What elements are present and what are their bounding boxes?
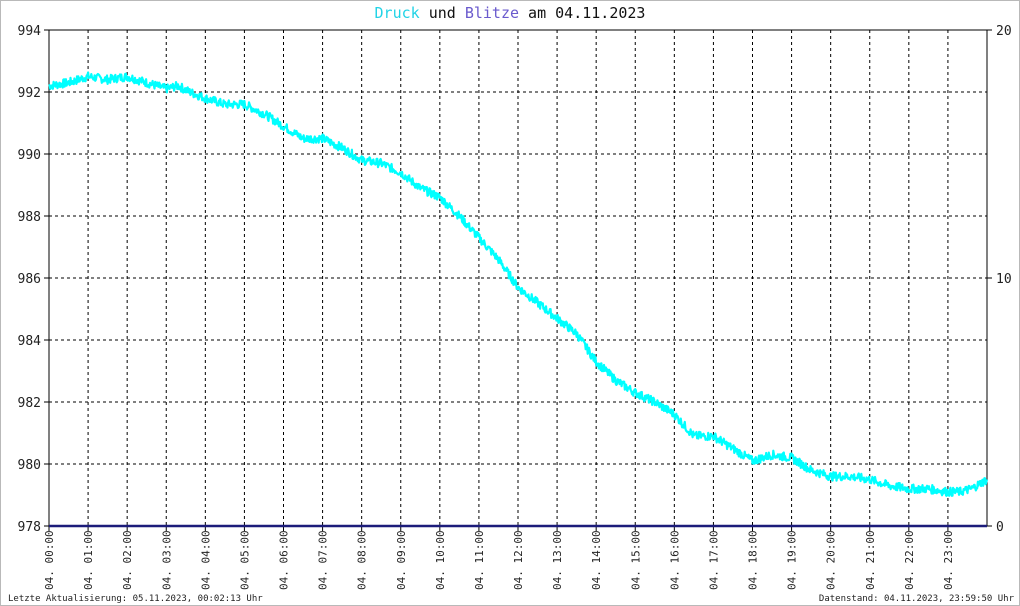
- title-date: am 04.11.2023: [519, 4, 645, 22]
- y-tick-label-left: 988: [18, 210, 41, 225]
- x-tick-label: 04. 06:00: [278, 530, 291, 590]
- y-tick-label-left: 992: [18, 86, 41, 101]
- y-tick-label-left: 990: [18, 148, 41, 163]
- last-update-text: Letzte Aktualisierung: 05.11.2023, 00:02…: [8, 594, 263, 604]
- x-tick-label: 04. 00:00: [43, 530, 56, 590]
- data-status-text: Datenstand: 04.11.2023, 23:59:50 Uhr: [819, 594, 1015, 604]
- y-tick-label-left: 982: [18, 396, 41, 411]
- x-axis-ticks: 04. 00:00 04. 01:00 04. 02:00 04. 03:00 04. …: [43, 526, 955, 590]
- title-pressure-word: Druck: [375, 4, 420, 22]
- x-tick-label: 04. 12:00: [512, 530, 525, 590]
- chart-title: Druck und Blitze am 04.11.2023: [375, 4, 646, 22]
- x-tick-label: 04. 23:00: [942, 530, 955, 590]
- x-tick-label: 04. 08:00: [356, 530, 369, 590]
- x-tick-label: 04. 07:00: [317, 530, 330, 590]
- y-tick-label-left: 978: [18, 520, 41, 535]
- x-tick-label: 04. 02:00: [121, 530, 134, 590]
- x-tick-label: 04. 10:00: [434, 530, 447, 590]
- x-tick-label: 04. 18:00: [747, 530, 760, 590]
- y-tick-label-right: 0: [996, 520, 1004, 535]
- y-tick-label-left: 994: [18, 24, 42, 39]
- x-tick-label: 04. 21:00: [864, 530, 877, 590]
- x-tick-label: 04. 19:00: [786, 530, 799, 590]
- title-lightning-word: Blitze: [465, 4, 519, 22]
- y-tick-label-right: 20: [996, 24, 1012, 39]
- x-tick-label: 04. 14:00: [590, 530, 603, 590]
- y-tick-label-left: 984: [18, 334, 42, 349]
- y-tick-label-left: 986: [18, 272, 41, 287]
- x-tick-label: 04. 15:00: [629, 530, 642, 590]
- x-tick-label: 04. 03:00: [160, 530, 173, 590]
- x-tick-label: 04. 09:00: [395, 530, 408, 590]
- y-tick-label-left: 980: [18, 458, 41, 473]
- x-tick-label: 04. 01:00: [82, 530, 95, 590]
- y-axis-left-ticks: 994 992 990 988 986 984 982 980 978: [18, 24, 49, 535]
- series-line-druck: [48, 71, 989, 497]
- x-tick-label: 04. 22:00: [903, 530, 916, 590]
- x-tick-label: 04. 17:00: [707, 530, 720, 590]
- y-axis-right-ticks: 20 10 0: [987, 24, 1012, 535]
- x-tick-label: 04. 04:00: [199, 530, 212, 590]
- title-connector: und: [420, 4, 465, 22]
- x-tick-label: 04. 05:00: [238, 530, 251, 590]
- x-tick-label: 04. 11:00: [473, 530, 486, 590]
- grid-lines: [49, 30, 987, 526]
- x-tick-label: 04. 13:00: [551, 530, 564, 590]
- y-tick-label-right: 10: [996, 272, 1012, 287]
- x-tick-label: 04. 16:00: [668, 530, 681, 590]
- x-tick-label: 04. 20:00: [825, 530, 838, 590]
- series-layer: [48, 71, 989, 528]
